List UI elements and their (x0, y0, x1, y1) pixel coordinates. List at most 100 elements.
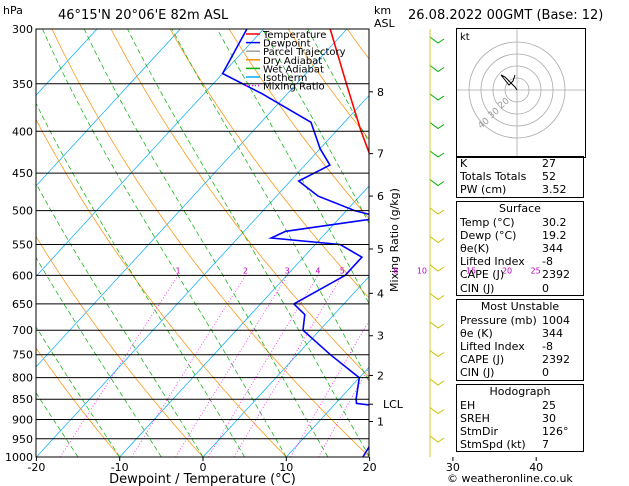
wet-adiabat-line (36, 326, 120, 457)
wet-adiabat-line (171, 29, 369, 383)
pressure-tick-label: 700 (12, 324, 33, 337)
temp-tick-label: 0 (200, 461, 207, 474)
pressure-tick-label: 400 (12, 125, 33, 138)
index-row: Lifted Index -8 (457, 340, 583, 353)
index-row: CIN (J) 0 (457, 366, 583, 379)
mixing-ratio-label: 20 (502, 266, 512, 275)
series-line-temperature (329, 29, 369, 155)
hodograph-box: Hodograph EH 25 SREH 30 StmDir 126° StmSpd … (456, 383, 584, 453)
mixing-ratio-axis-label: Mixing Ratio (g/kg) (388, 188, 401, 292)
index-row: Dewp (°C) 19.2 (457, 229, 583, 242)
index-row: CAPE (J) 2392 (457, 353, 583, 366)
location-label: 46°15'N 20°06'E 82m ASL (58, 8, 229, 23)
wind-barb (429, 179, 445, 187)
dry-adiabat-line (36, 347, 120, 457)
pressure-tick-label: 350 (12, 78, 33, 91)
isotherm-line (36, 29, 181, 187)
pressure-tick-label: 1000 (5, 451, 33, 464)
top-indices-table: K 27 Totals Totals 52 PW (cm) 3.52 (456, 156, 584, 198)
isotherm-line (36, 29, 264, 277)
index-label: PW (cm) (460, 183, 507, 197)
index-value: 3.52 (542, 183, 567, 197)
wind-barb (429, 350, 445, 358)
mixing-ratio-line (60, 275, 179, 457)
index-label: EH (460, 398, 476, 412)
temp-tick-label: -20 (27, 461, 45, 474)
index-value: -8 (542, 340, 553, 354)
pressure-tick-label: 600 (12, 269, 33, 282)
pressure-tick-label: 500 (12, 205, 33, 218)
wet-adiabat-line (36, 256, 162, 457)
wet-adiabat-line (42, 29, 287, 457)
index-label: StmDir (460, 425, 499, 438)
index-value: 2392 (542, 268, 570, 282)
index-value: 0 (542, 366, 549, 380)
hodograph-ring-label: 20 (497, 96, 512, 111)
index-label: SREH (460, 411, 490, 425)
series-line-dewpoint (221, 29, 369, 457)
index-value: 344 (542, 241, 563, 255)
temp-tick-label: 20 (363, 461, 377, 474)
mixing-ratio-label: 25 (531, 266, 541, 275)
copyright-footer: © weatheronline.co.uk (447, 472, 573, 485)
datetime-label: 26.08.2022 00GMT (Base: 12) (408, 8, 604, 23)
wet-adiabat-line (36, 392, 79, 457)
index-label: Dewp (°C) (460, 228, 517, 242)
index-label: Lifted Index (460, 340, 525, 354)
wet-adiabat-line (36, 102, 245, 457)
km-tick-label: 3 (377, 330, 384, 343)
km-tick-label: 7 (377, 148, 384, 161)
mixing-ratio-label: 15 (466, 266, 476, 275)
wind-barb (429, 378, 445, 386)
index-row: K 27 (457, 157, 583, 170)
temp-tick-label: 40 (529, 461, 543, 474)
pressure-tick-label: 750 (12, 349, 33, 362)
pressure-tick-label: 900 (12, 414, 33, 427)
index-row: EH 25 (457, 399, 583, 412)
index-row: Lifted Index -8 (457, 255, 583, 268)
index-value: 126° (542, 425, 569, 438)
mixing-ratio-line (207, 275, 319, 457)
mixing-ratio-label: 5 (340, 266, 345, 275)
index-value: 0 (542, 281, 549, 295)
mixing-ratio-label: 4 (315, 266, 320, 275)
wind-barb (429, 407, 445, 415)
index-row: θe(K) 344 (457, 242, 583, 255)
index-label: θe (K) (460, 326, 493, 340)
hodograph-title: Hodograph (489, 384, 551, 398)
wet-adiabat-line (262, 29, 369, 225)
pressure-tick-label: 850 (12, 393, 33, 406)
legend-label: Isotherm (263, 73, 307, 84)
index-label: CAPE (J) (460, 353, 505, 367)
index-label: CAPE (J) (460, 268, 505, 282)
isotherm-line (286, 366, 369, 457)
mixing-ratio-label: 8 (393, 266, 398, 275)
pressure-tick-label: 950 (12, 433, 33, 446)
index-row: θe (K) 344 (457, 327, 583, 340)
isotherm-line (36, 29, 348, 368)
asl-unit-label: ASL (374, 17, 395, 30)
surface-box: Surface Temp (°C) 30.2 Dewp (°C) 19.2 θe(K… (456, 200, 584, 296)
km-tick-label: 4 (377, 287, 384, 300)
index-label: Temp (°C) (460, 215, 515, 229)
dry-adiabat-line (36, 118, 287, 457)
index-label: θe(K) (460, 241, 490, 255)
dry-adiabat-line (228, 29, 369, 220)
wind-barb (429, 65, 445, 73)
index-row: StmSpd (kt) 7 (457, 438, 583, 451)
temp-tick-label: 10 (279, 461, 293, 474)
mixing-ratio-line (175, 275, 288, 457)
mixing-ratio-label: 2 (243, 266, 248, 275)
wind-barb (429, 36, 445, 44)
dry-adiabat-line (169, 29, 369, 299)
index-label: K (460, 157, 468, 170)
wind-barb (429, 321, 445, 329)
legend-label: Mixing Ratio (263, 82, 325, 93)
km-tick-label: 6 (377, 190, 384, 203)
dry-adiabat-line (110, 29, 369, 378)
dry-adiabat-line (583, 29, 629, 457)
legend-label: Parcel Trajectory (263, 47, 346, 58)
index-row: PW (cm) 3.52 (457, 183, 583, 196)
index-value: 27 (542, 157, 556, 170)
